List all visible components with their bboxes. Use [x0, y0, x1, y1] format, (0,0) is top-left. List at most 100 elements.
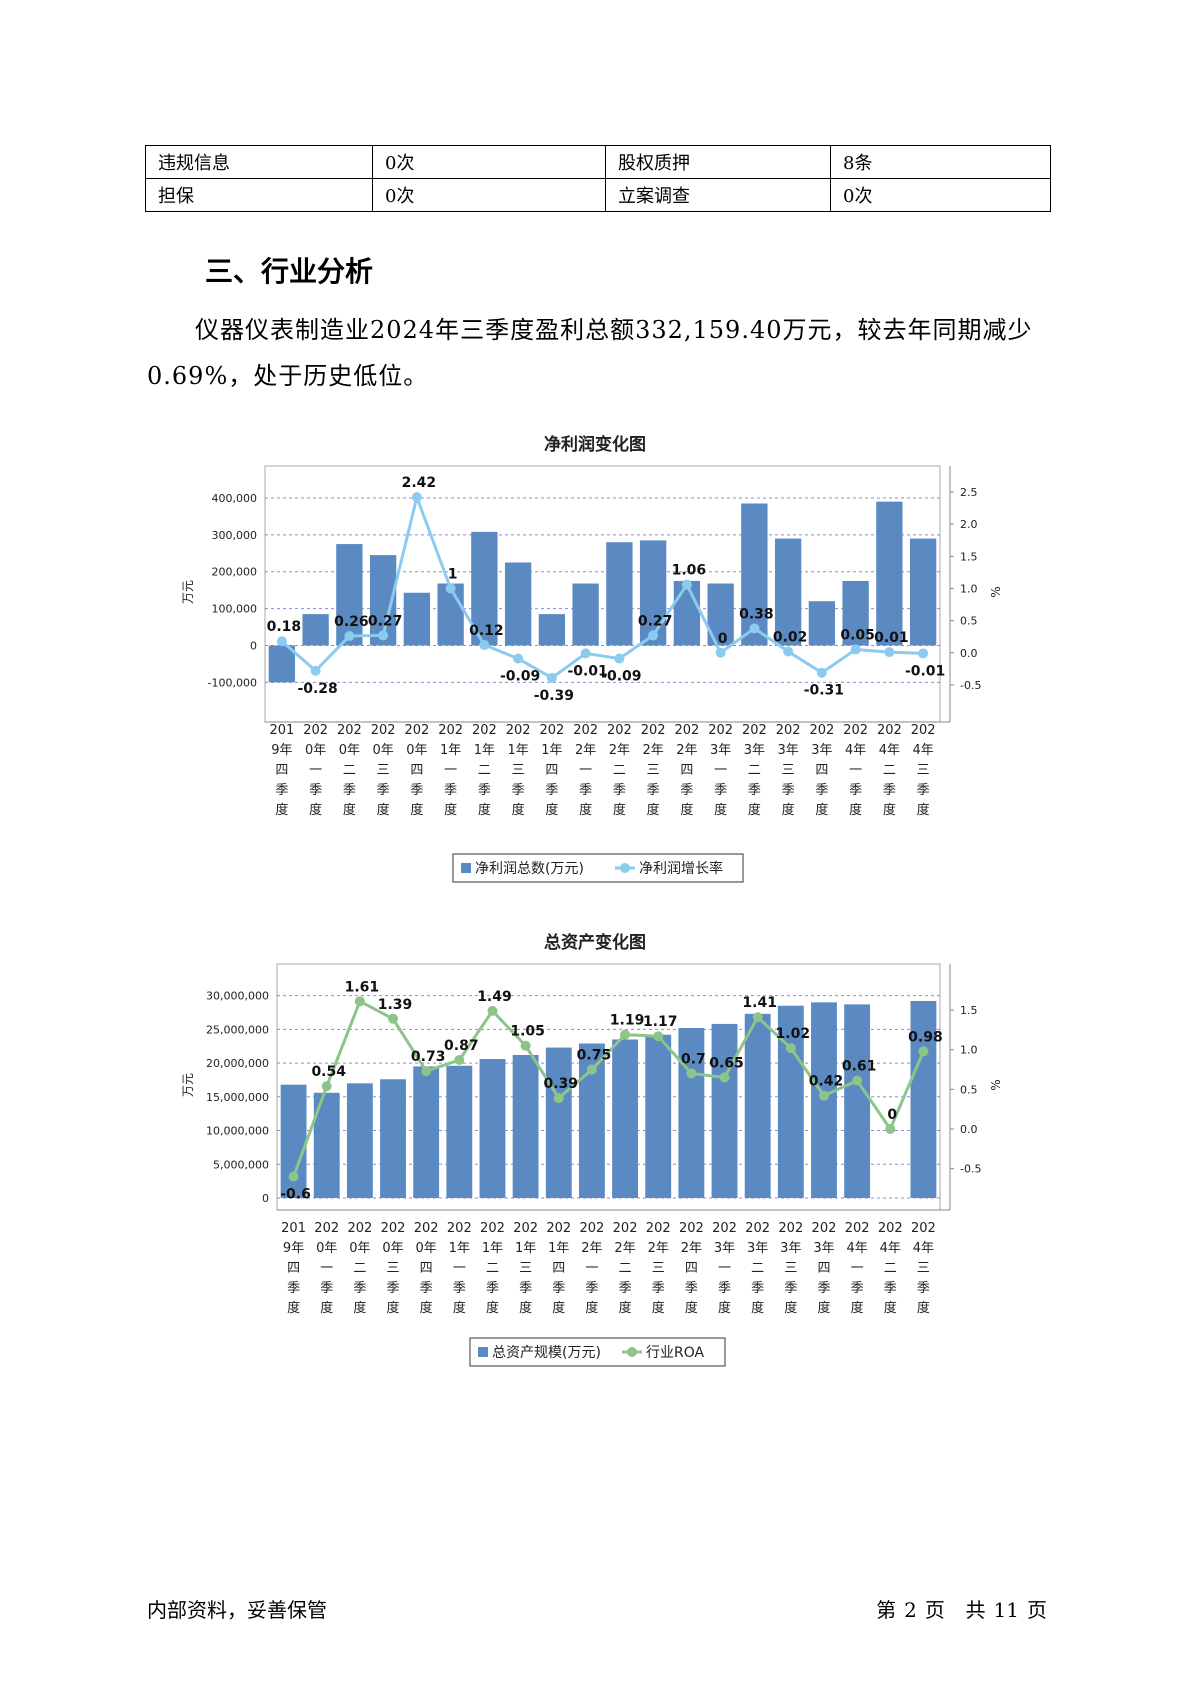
data-label: 1.41 — [742, 995, 777, 1011]
x-tick-label: 度 — [545, 802, 558, 818]
x-tick-label: 202 — [404, 723, 429, 738]
data-label: 2.42 — [402, 475, 437, 491]
legend-line-label: 行业ROA — [646, 1345, 705, 1361]
net-profit-chart: 净利润变化图 -100,000 0 100,000 200,000 300,000 400,… — [181, 434, 1003, 883]
x-tick-label: 四 — [275, 763, 288, 778]
x-tick-label: 202 — [708, 723, 733, 738]
x-tick-label: 0年 — [416, 1241, 437, 1256]
x-tick-label: 202 — [911, 723, 936, 738]
y-tick-label: 400,000 — [212, 492, 258, 505]
table-cell: 担保 — [145, 178, 373, 212]
data-label: 0 — [718, 631, 728, 647]
total-prefix: 共 — [965, 1598, 986, 1622]
y-axis-label: 万元 — [181, 580, 195, 604]
x-tick-label: 三 — [784, 1261, 797, 1276]
data-label: -0.31 — [804, 683, 844, 699]
x-tick-label: 0年 — [382, 1241, 403, 1256]
x-tick-label: 0年 — [316, 1241, 337, 1256]
bar — [673, 580, 701, 646]
x-tick-label: 度 — [652, 1300, 665, 1316]
line-point — [580, 648, 591, 659]
line-point — [715, 647, 726, 658]
x-tick-label: 季 — [585, 1281, 598, 1296]
x-tick-label: 季 — [275, 783, 288, 798]
bar — [910, 1001, 937, 1198]
line-point — [546, 672, 557, 683]
x-tick-label: 度 — [579, 802, 592, 818]
bar — [413, 1066, 440, 1198]
line-point — [321, 1081, 332, 1092]
y2-axis-label: % — [989, 586, 1003, 597]
table-cell: 立案调查 — [605, 178, 831, 212]
x-tick-label: 三 — [782, 763, 795, 778]
x-tick-label: 201 — [269, 723, 294, 738]
line-point — [653, 1031, 664, 1042]
x-tick-label: 度 — [884, 1300, 897, 1316]
x-tick-label: 度 — [751, 1300, 764, 1316]
x-tick-label: 202 — [447, 1221, 472, 1236]
x-tick-label: 202 — [539, 723, 564, 738]
legend-bar-label: 净利润总数(万元) — [475, 861, 584, 877]
x-tick-label: 2年 — [581, 1241, 602, 1256]
x-tick-label: 季 — [652, 1281, 665, 1296]
x-tick-label: 4年 — [912, 743, 933, 758]
section-heading: 三、行业分析 — [205, 255, 374, 288]
x-tick-label: 4年 — [880, 1241, 901, 1256]
bar — [808, 601, 836, 646]
table-row: 担保 0次 立案调查 0次 — [145, 178, 1051, 212]
x-tick-label: 0年 — [305, 743, 326, 758]
bar — [678, 1027, 705, 1198]
page-number: 2 — [904, 1598, 917, 1622]
x-tick-label: 三 — [512, 763, 525, 778]
line-point — [411, 492, 422, 503]
x-tick-label: 202 — [438, 723, 463, 738]
x-tick-label: 4年 — [846, 1241, 867, 1256]
x-tick-label: 2年 — [609, 743, 630, 758]
x-tick-label: 202 — [381, 1221, 406, 1236]
x-tick-label: 度 — [883, 802, 896, 818]
x-tick-label: 季 — [613, 783, 626, 798]
line-point — [783, 646, 794, 657]
line-point — [719, 1072, 730, 1083]
data-label: 0.27 — [638, 613, 673, 629]
page-prefix: 第 — [876, 1598, 897, 1622]
line-point — [852, 1075, 863, 1086]
x-tick-label: 度 — [815, 802, 828, 818]
x-tick-label: 202 — [877, 723, 902, 738]
x-tick-label: 一 — [718, 1261, 731, 1276]
x-tick-label: 季 — [579, 783, 592, 798]
x-tick-label: 度 — [453, 1300, 466, 1316]
line-point — [620, 1029, 631, 1040]
data-label: 0.54 — [311, 1064, 346, 1080]
x-tick-label: 202 — [878, 1221, 903, 1236]
x-tick-label: 度 — [552, 1300, 565, 1316]
line-point — [288, 1171, 299, 1182]
line-point — [354, 996, 365, 1007]
line-point — [885, 1124, 896, 1135]
x-tick-label: 二 — [751, 1261, 764, 1276]
data-label: 0.7 — [681, 1052, 706, 1068]
x-tick-label: 季 — [309, 783, 322, 798]
bar — [774, 538, 802, 646]
x-tick-label: 一 — [309, 763, 322, 778]
x-tick-label: 度 — [714, 802, 727, 818]
data-label: 0.65 — [709, 1055, 744, 1071]
x-tick-label: 度 — [680, 802, 693, 818]
data-label: 1.06 — [672, 563, 707, 579]
x-tick-label: 202 — [812, 1221, 837, 1236]
legend-line-marker — [620, 863, 630, 873]
bar — [538, 614, 566, 646]
x-tick-label: 季 — [680, 783, 693, 798]
data-label: -0.01 — [905, 663, 945, 679]
data-label: 0.38 — [739, 606, 774, 622]
legend-line-label: 净利润增长率 — [639, 860, 723, 877]
bar — [403, 592, 431, 646]
legend-bar-swatch — [461, 863, 471, 873]
x-tick-label: 三 — [519, 1261, 532, 1276]
x-tick-label: 二 — [883, 763, 896, 778]
x-tick-label: 202 — [303, 723, 328, 738]
line-point — [388, 1013, 399, 1024]
x-tick-label: 202 — [337, 723, 362, 738]
x-tick-label: 季 — [444, 783, 457, 798]
